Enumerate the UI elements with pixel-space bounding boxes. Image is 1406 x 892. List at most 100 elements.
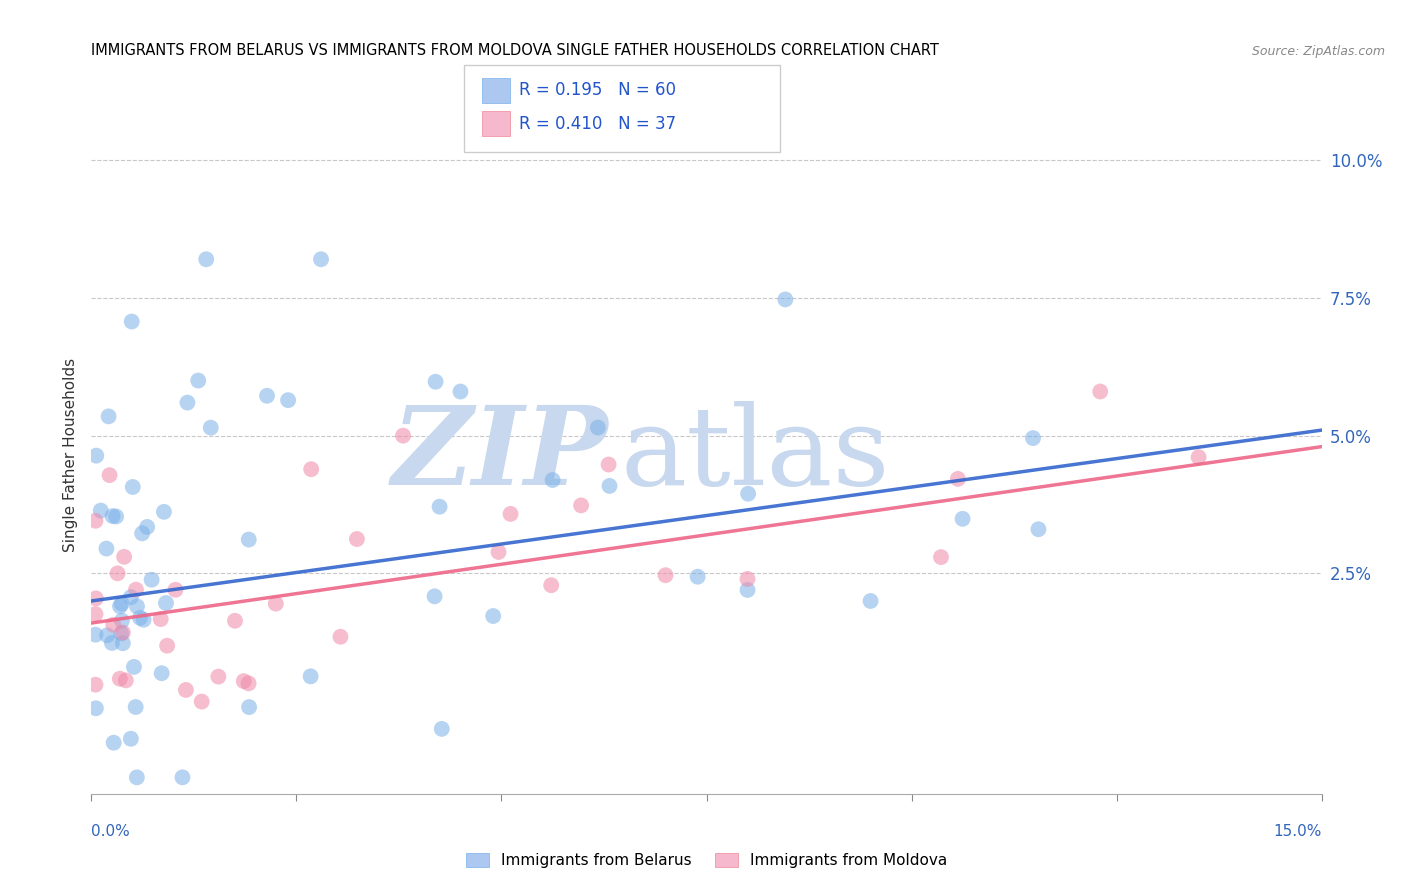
Point	[165, 582, 187, 597]
Point	[84, 628, 107, 642]
Point	[111, 636, 134, 650]
Point	[103, 617, 125, 632]
Point	[141, 573, 163, 587]
Text: R = 0.410   N = 37: R = 0.410 N = 37	[519, 115, 676, 133]
Point	[232, 674, 254, 689]
Point	[103, 736, 125, 750]
Point	[1187, 450, 1209, 465]
Point	[111, 625, 134, 640]
Point	[149, 612, 172, 626]
Point	[238, 676, 260, 690]
Point	[97, 409, 120, 424]
Point	[952, 512, 974, 526]
Point	[430, 722, 453, 736]
Point	[190, 695, 212, 709]
Point	[425, 375, 447, 389]
Point	[153, 505, 176, 519]
Text: Source: ZipAtlas.com: Source: ZipAtlas.com	[1251, 45, 1385, 58]
Point	[195, 252, 218, 267]
Point	[309, 252, 332, 267]
Point	[737, 582, 759, 597]
Point	[125, 599, 148, 614]
Point	[598, 458, 620, 472]
Point	[429, 500, 451, 514]
Point	[1088, 384, 1111, 399]
Point	[392, 428, 415, 442]
Point	[499, 507, 522, 521]
Point	[84, 607, 107, 622]
Point	[121, 314, 143, 328]
Point	[101, 509, 124, 524]
Text: 0.0%: 0.0%	[91, 824, 131, 838]
Point	[98, 468, 121, 483]
Point	[129, 611, 152, 625]
Point	[1028, 522, 1050, 536]
Point	[125, 582, 148, 597]
Point	[200, 420, 222, 434]
Point	[84, 678, 107, 692]
Point	[449, 384, 471, 399]
Point	[346, 532, 368, 546]
Point	[105, 509, 128, 524]
Point	[125, 770, 148, 784]
Point	[84, 449, 107, 463]
Point	[136, 520, 159, 534]
Point	[541, 473, 564, 487]
Text: IMMIGRANTS FROM BELARUS VS IMMIGRANTS FROM MOLDOVA SINGLE FATHER HOUSEHOLDS CORR: IMMIGRANTS FROM BELARUS VS IMMIGRANTS FR…	[91, 43, 939, 58]
Text: ZIP: ZIP	[391, 401, 607, 508]
Point	[156, 639, 179, 653]
Text: 15.0%: 15.0%	[1274, 824, 1322, 838]
Point	[737, 486, 759, 500]
Point	[586, 420, 609, 434]
Point	[482, 609, 505, 624]
Point	[114, 673, 136, 688]
Point	[174, 682, 197, 697]
Point	[84, 591, 107, 606]
Point	[121, 480, 143, 494]
Point	[90, 503, 112, 517]
Text: R = 0.195   N = 60: R = 0.195 N = 60	[519, 81, 676, 99]
Point	[122, 660, 145, 674]
Point	[264, 597, 287, 611]
Point	[132, 613, 155, 627]
Point	[946, 472, 969, 486]
Point	[224, 614, 246, 628]
Text: atlas: atlas	[620, 401, 890, 508]
Point	[569, 499, 592, 513]
Point	[101, 636, 124, 650]
Y-axis label: Single Father Households: Single Father Households	[62, 358, 77, 552]
Point	[859, 594, 882, 608]
Point	[150, 666, 173, 681]
Point	[540, 578, 562, 592]
Point	[111, 597, 134, 611]
Point	[120, 731, 142, 746]
Point	[238, 700, 260, 714]
Point	[238, 533, 260, 547]
Point	[299, 462, 322, 476]
Point	[111, 614, 134, 628]
Point	[737, 572, 759, 586]
Point	[207, 670, 229, 684]
Point	[299, 669, 322, 683]
Point	[110, 626, 132, 640]
Point	[84, 514, 107, 528]
Point	[124, 700, 146, 714]
Point	[155, 596, 177, 610]
Point	[96, 628, 118, 642]
Point	[108, 599, 131, 614]
Point	[329, 630, 352, 644]
Point	[1022, 431, 1045, 445]
Point	[176, 395, 198, 409]
Point	[96, 541, 118, 556]
Point	[131, 526, 153, 541]
Point	[256, 389, 278, 403]
Point	[187, 374, 209, 388]
Point	[775, 293, 797, 307]
Point	[423, 590, 446, 604]
Legend: Immigrants from Belarus, Immigrants from Moldova: Immigrants from Belarus, Immigrants from…	[460, 847, 953, 874]
Point	[172, 770, 194, 784]
Point	[84, 701, 107, 715]
Point	[488, 545, 510, 559]
Point	[107, 566, 129, 581]
Point	[686, 570, 709, 584]
